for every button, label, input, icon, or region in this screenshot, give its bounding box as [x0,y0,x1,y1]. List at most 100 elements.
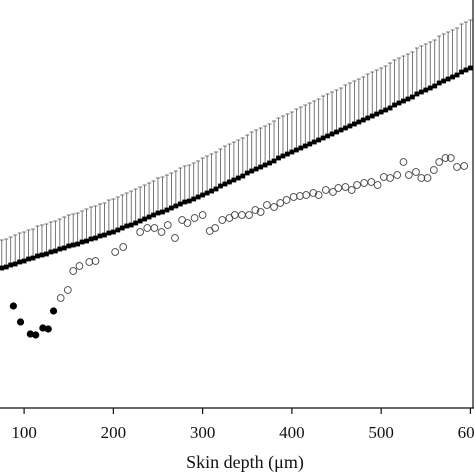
x-tick-label: 500 [368,423,394,442]
square-marker [418,89,424,95]
x-tick-label: 200 [101,423,127,442]
open-circle-marker [453,163,461,171]
open-circle-marker [441,154,450,162]
square-marker [298,145,304,151]
open-circle-marker [85,258,94,266]
open-circle-marker [296,192,304,200]
square-marker [240,173,246,179]
square-marker [137,218,143,224]
open-circle-marker [157,228,166,236]
open-circle-marker [393,171,402,179]
square-marker [329,131,335,137]
open-circle-marker [238,211,246,219]
open-circle-marker [183,219,192,227]
open-circle-marker [256,208,265,216]
filled-circle-marker [49,307,58,315]
square-marker [285,151,290,157]
open-circle-marker [446,154,455,162]
open-circle-marker [353,181,361,189]
square-marker [35,253,40,259]
square-marker [146,214,152,220]
open-circle-marker [276,199,285,207]
square-marker [195,194,201,200]
open-circle-marker [263,201,271,209]
square-marker [52,248,58,254]
open-circle-marker [251,206,260,214]
square-marker [177,201,183,207]
open-circle-marker [367,178,376,186]
square-marker [231,177,237,183]
square-marker [302,143,308,149]
square-marker [459,69,464,75]
square-marker [436,80,442,86]
open-circle-marker [417,174,426,182]
square-marker [227,179,232,185]
x-tick-label: 400 [279,423,305,442]
square-marker [271,158,277,164]
open-circle-marker [198,211,207,219]
square-marker [106,230,112,236]
square-marker [343,125,348,131]
x-tick-label: 300 [190,423,216,442]
square-marker [115,227,121,233]
open-circle-marker [386,174,394,182]
square-marker [204,190,210,196]
open-circle-marker [412,168,420,176]
square-marker [3,264,9,270]
square-marker [289,149,295,155]
square-marker [307,141,313,147]
open-circle-marker [230,211,239,219]
open-circle-marker [211,224,219,232]
square-marker [48,249,54,255]
square-marker [427,85,433,91]
square-marker [253,166,259,172]
filled-circle-marker [44,325,52,333]
square-marker [97,233,103,239]
square-marker [168,205,174,211]
square-marker [432,83,438,89]
square-marker [401,98,406,104]
open-circle-marker [119,243,128,251]
square-marker [454,72,460,78]
square-marker [61,245,67,251]
square-marker [155,210,161,216]
filled-circle-marker [26,330,34,338]
open-circle-marker [136,228,144,236]
square-marker [21,258,27,264]
square-marker [119,225,125,231]
square-marker [450,74,455,80]
square-marker [414,91,420,97]
open-circle-marker [143,224,152,232]
open-circle-marker [289,193,298,201]
open-circle-marker [218,216,227,224]
open-circle-marker [56,294,65,302]
square-marker [182,199,188,205]
x-tick-label: 100 [11,423,37,442]
open-circle-marker [111,248,120,256]
square-marker [93,235,98,241]
square-marker [110,229,116,235]
square-marker [79,239,85,245]
square-marker [160,209,165,215]
square-marker [365,115,371,121]
square-marker [392,102,397,108]
open-circle-marker [321,186,330,194]
square-marker [463,67,469,73]
x-axis-label: Skin depth (μm) [186,452,304,473]
filled-circle-marker [32,331,40,339]
x-tick-label: 600 [458,423,474,442]
square-marker [276,155,281,161]
open-circle-marker [460,162,469,170]
square-marker [164,207,170,213]
square-marker [262,162,268,168]
square-marker [338,127,344,133]
square-marker [218,183,223,189]
square-marker [423,87,429,93]
square-marker [44,251,49,257]
open-circle-marker [360,179,369,187]
square-marker [88,236,94,242]
square-marker [396,100,402,106]
square-marker [186,198,192,204]
square-marker [8,262,14,268]
filled-circle-marker [9,302,17,310]
